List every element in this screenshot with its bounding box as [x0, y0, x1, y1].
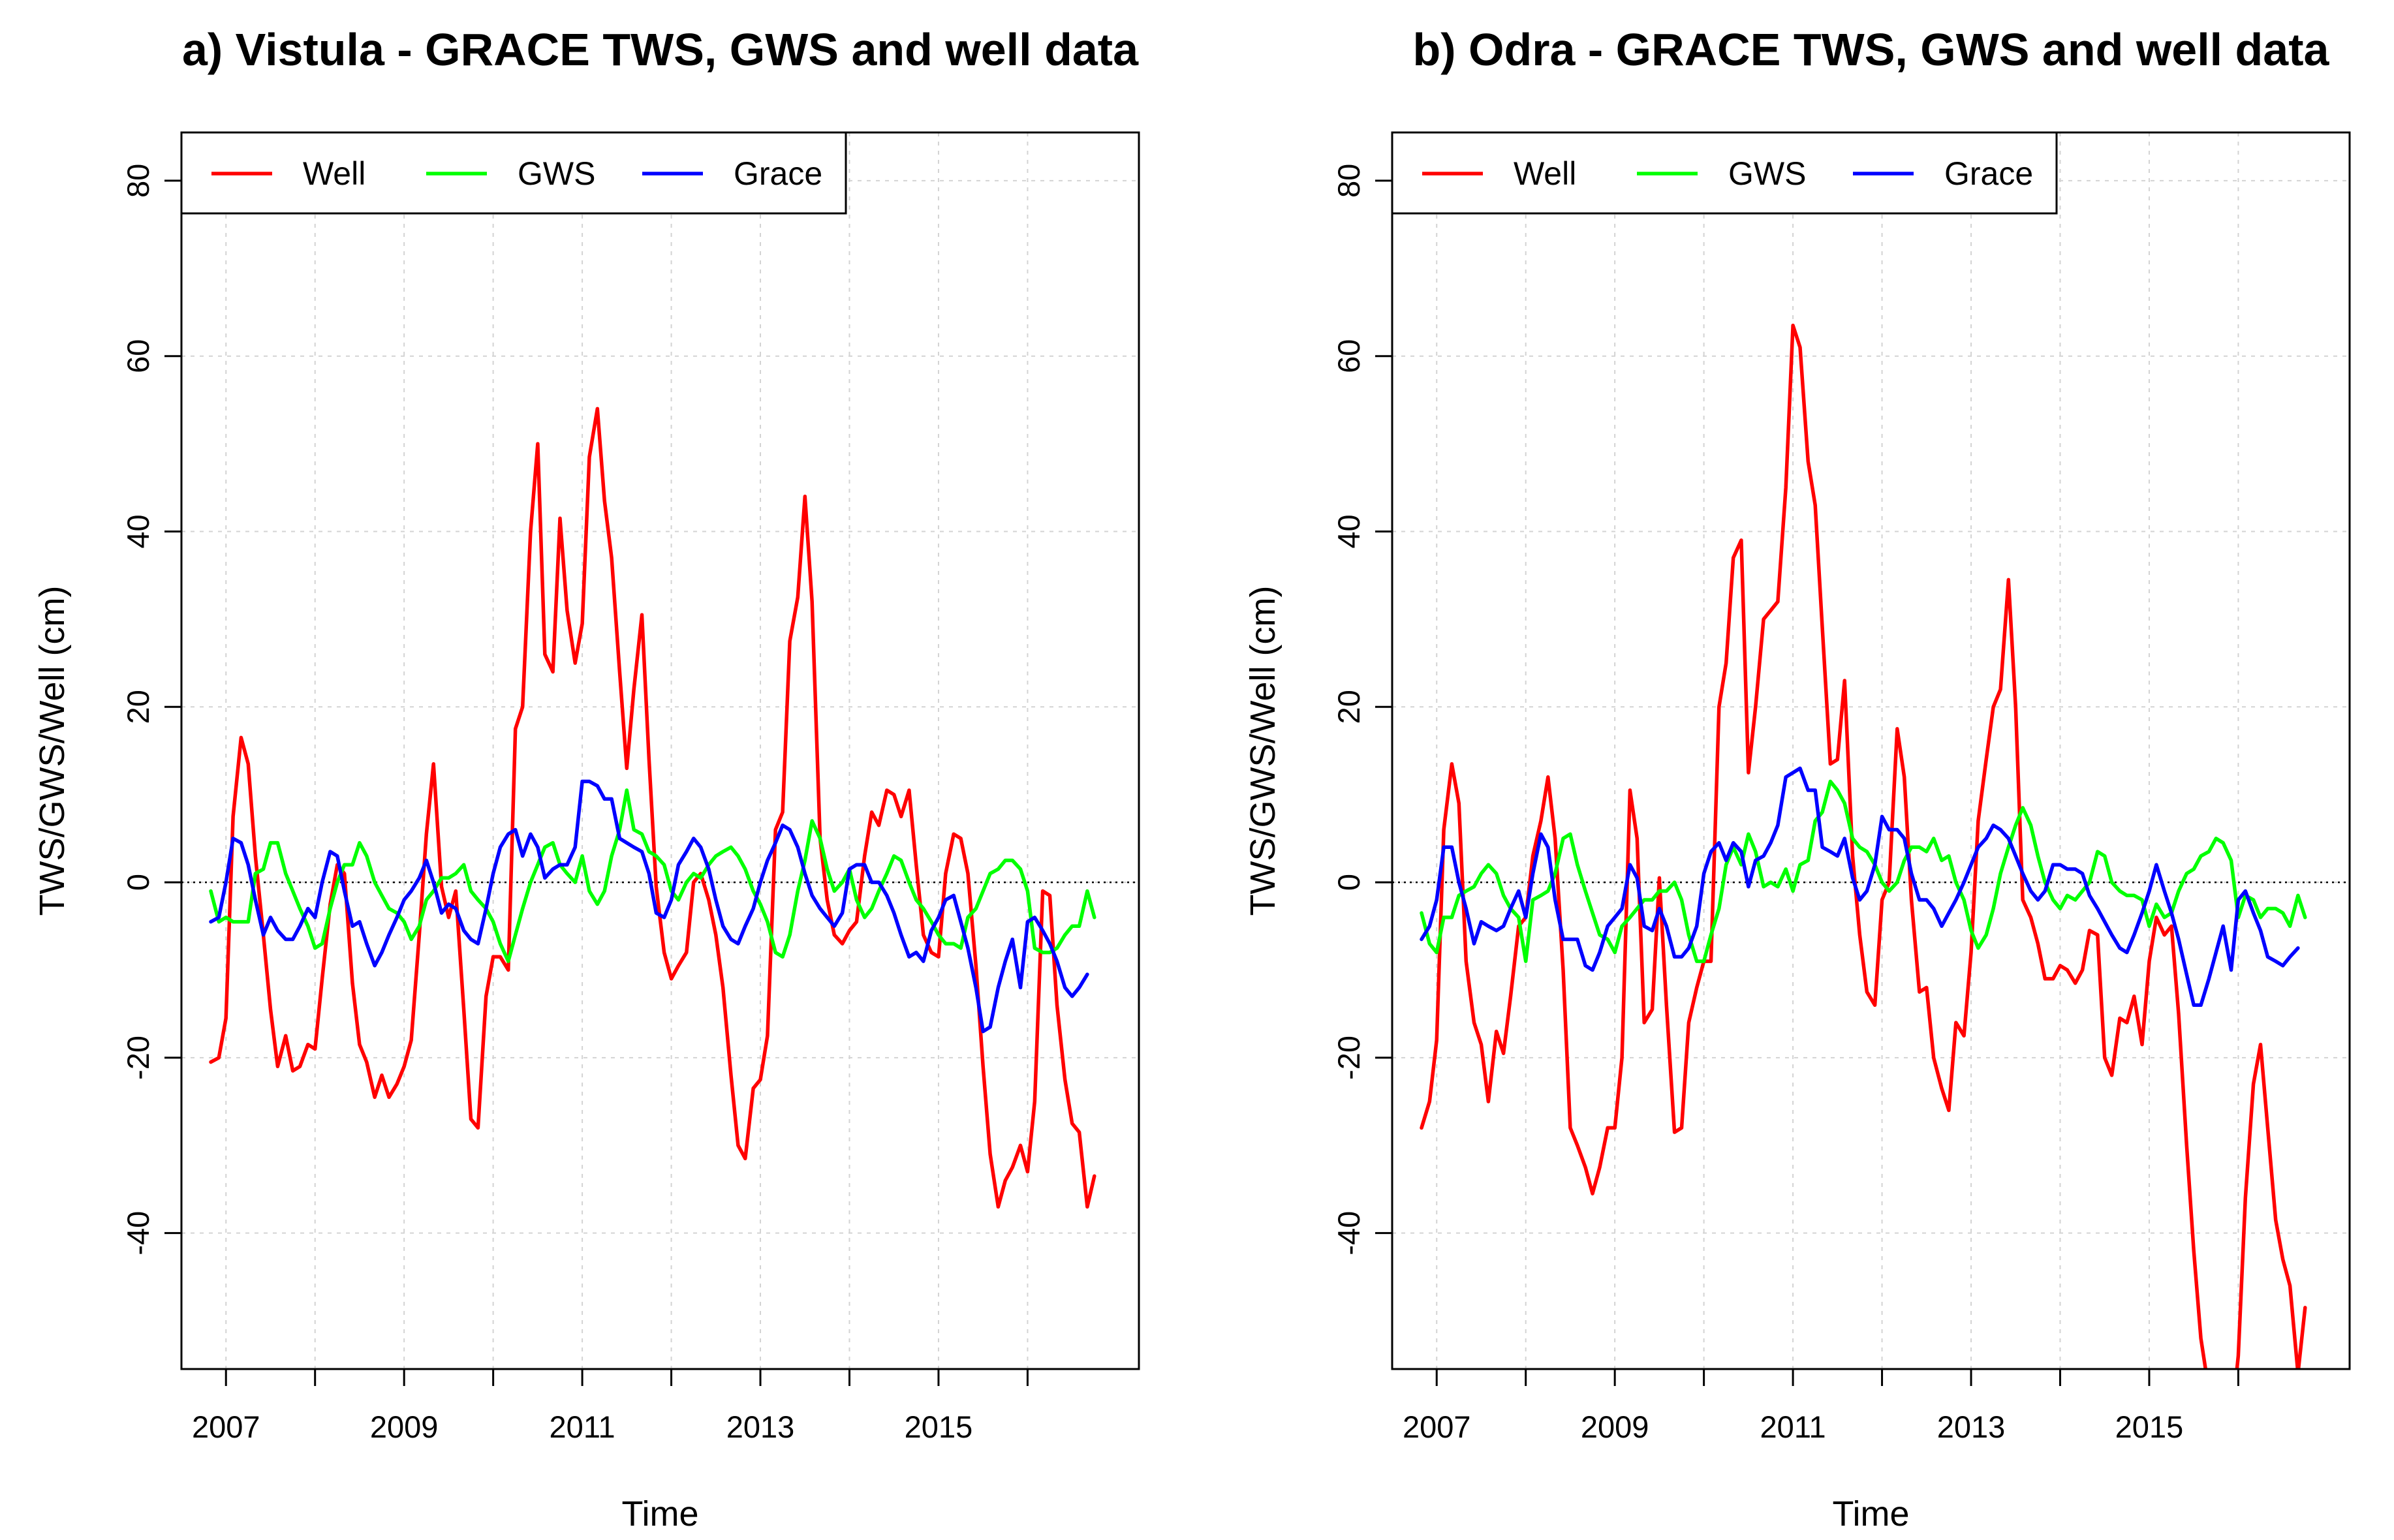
- x-tick-label: 2013: [726, 1409, 795, 1444]
- x-tick-label: 2011: [550, 1409, 615, 1444]
- x-tick-label: 2015: [905, 1409, 973, 1444]
- y-tick-label: 0: [1331, 874, 1366, 891]
- x-tick-label: 2007: [192, 1409, 260, 1444]
- series-grace-line: [209, 779, 1089, 1034]
- y-axis-label: TWS/GWS/Well (cm): [1243, 586, 1282, 916]
- legend-box: [1391, 131, 2058, 215]
- y-tick-label: 40: [121, 514, 155, 548]
- y-axis-label: TWS/GWS/Well (cm): [33, 586, 72, 916]
- series-well-line: [209, 407, 1096, 1209]
- y-tick-label: 20: [1331, 690, 1366, 724]
- x-tick-label: 2015: [2115, 1409, 2184, 1444]
- legend-label-grace: Grace: [1944, 155, 2033, 192]
- y-tick-label: 60: [121, 339, 155, 373]
- legend: Well GWS Grace: [1391, 131, 2058, 215]
- x-tick-label: 2009: [370, 1409, 439, 1444]
- x-tick-label: 2009: [1581, 1409, 1649, 1444]
- y-tick-label: -20: [1331, 1036, 1366, 1080]
- legend-label-well: Well: [1514, 155, 1576, 192]
- x-tick-label: 2007: [1403, 1409, 1471, 1444]
- y-tick-label: 80: [121, 164, 155, 198]
- legend-label-gws: GWS: [1728, 155, 1806, 192]
- x-tick-label: 2011: [1760, 1409, 1826, 1444]
- legend-label-grace: Grace: [734, 155, 822, 192]
- y-tick-label: -40: [1331, 1211, 1366, 1255]
- x-axis-label: Time: [622, 1494, 699, 1533]
- y-tick-label: 0: [121, 874, 155, 891]
- y-tick-label: -20: [121, 1036, 155, 1080]
- y-tick-label: -40: [121, 1211, 155, 1255]
- legend: Well GWS Grace: [180, 131, 847, 215]
- series-gws-line: [209, 788, 1096, 963]
- legend-label-well: Well: [303, 155, 365, 192]
- y-tick-label: 20: [121, 690, 155, 724]
- chart-title: a) Vistula - GRACE TWS, GWS and well dat…: [182, 24, 1139, 75]
- series-gws-line: [1420, 779, 2307, 963]
- x-tick-label: 2013: [1937, 1409, 2006, 1444]
- chart-title: b) Odra - GRACE TWS, GWS and well data: [1413, 24, 2330, 75]
- y-tick-label: 40: [1331, 514, 1366, 548]
- legend-label-gws: GWS: [518, 155, 595, 192]
- series-grace-line: [1420, 766, 2300, 1008]
- chart-panel-odra: 2007 2009 2011 2013 2015 -40 -20 0 20 40 60 80 b) …: [1243, 24, 2351, 1533]
- y-tick-label: 80: [1331, 164, 1366, 198]
- legend-box: [180, 131, 847, 215]
- series-well-line: [1420, 323, 2307, 1369]
- chart-panel-vistula: 2007 2009 2011 2013 2015 -40 -20 0 20 40 60 80 a) …: [33, 24, 1140, 1533]
- x-axis-label: Time: [1833, 1494, 1910, 1533]
- plot-frame: [1391, 131, 2351, 1370]
- y-tick-label: 60: [1331, 339, 1366, 373]
